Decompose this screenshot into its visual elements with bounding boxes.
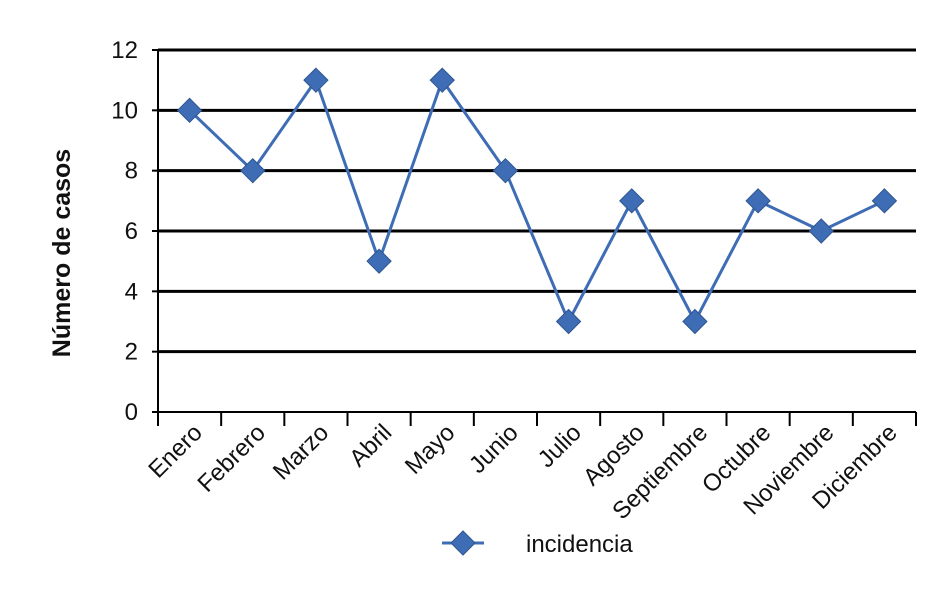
data-point <box>682 308 708 335</box>
legend: incidencia <box>442 530 633 558</box>
x-tick-label: Mayo <box>400 419 461 480</box>
data-point <box>366 248 392 274</box>
data-point <box>745 188 771 214</box>
y-tick-label: 0 <box>125 399 138 426</box>
data-point <box>619 188 645 214</box>
x-tick-label: Julio <box>533 419 587 473</box>
legend-label: incidencia <box>526 531 633 558</box>
gridlines <box>158 48 916 354</box>
data-point <box>871 188 898 214</box>
y-tick-label: 12 <box>111 37 138 64</box>
axes <box>152 49 917 426</box>
y-axis-title: Número de casos <box>48 149 76 357</box>
series-line <box>188 78 886 323</box>
data-point <box>176 97 203 124</box>
data-point <box>240 157 266 184</box>
data-point <box>555 308 582 335</box>
x-tick-label: Febrero <box>192 419 271 498</box>
y-tick-label: 2 <box>125 339 138 366</box>
data-point <box>303 67 329 93</box>
y-tick-labels: 0 2 4 6 8 10 12 <box>111 37 138 426</box>
data-point <box>492 157 519 184</box>
y-tick-label: 10 <box>111 97 138 124</box>
data-point <box>808 218 834 244</box>
y-tick-label: 6 <box>125 218 138 245</box>
y-tick-label: 8 <box>125 158 138 185</box>
x-tick-label: Marzo <box>268 419 334 485</box>
y-tick-label: 4 <box>125 278 138 305</box>
series-layer <box>176 67 898 335</box>
legend-marker-icon <box>450 530 476 556</box>
x-tick-label: Junio <box>464 419 524 479</box>
x-tick-label: Abril <box>344 419 397 472</box>
data-point <box>429 67 455 93</box>
